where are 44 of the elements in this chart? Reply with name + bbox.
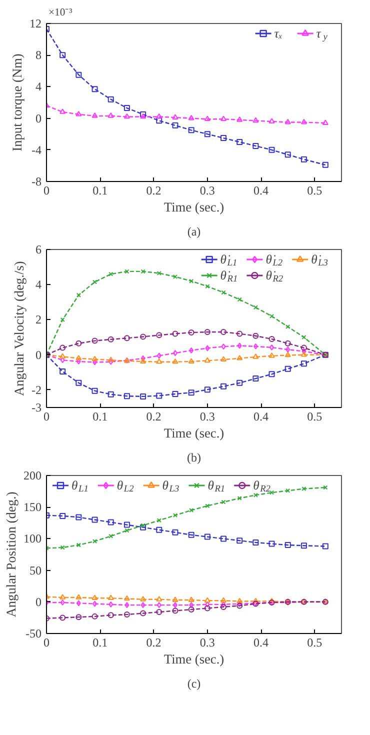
x-tick-label: 0.4 [254,184,269,198]
y-tick-label: 100 [24,532,42,546]
x-tick-label: 0.1 [92,184,108,198]
y-tick-label: -50 [26,626,42,640]
y-tick-label: 50 [30,563,42,578]
y-tick-label: -3 [32,400,42,414]
y-tick-label: 0 [36,348,42,362]
y-tick-label: 200 [24,468,42,482]
x-tick-label: 0.2 [146,184,162,198]
x-tick-label: 0.4 [254,636,269,650]
text: ×10⁻³ [48,8,72,18]
y-tick-label: 2 [36,312,42,327]
x-axis-title: Time (sec.) [164,200,224,214]
y-tick-label: 0 [36,111,42,126]
legend-label: τₓ [274,26,282,40]
y-tick-label: -8 [32,174,42,188]
y-tick-label: 0 [36,594,42,609]
y-axis-title: Angular Position (deg.) [4,492,18,618]
y-tick-label: 6 [36,242,42,256]
y-tick-label: 4 [36,80,42,94]
x-tick-label: 0.5 [307,184,322,198]
x-tick-label: 0.4 [254,410,269,424]
x-tick-label: 0.1 [92,410,108,424]
x-axis-title: Time (sec.) [164,426,224,440]
x-tick-label: 0.5 [307,636,322,650]
x-tick-label: 0.3 [200,184,215,198]
y-axis-title: Angular Velocity (deg./s) [12,261,27,396]
text: (b) [187,450,202,464]
x-tick-label: 0.1 [92,636,108,650]
x-tick-label: 0.5 [307,410,322,424]
x-axis-title: Time (sec.) [164,652,224,666]
x-tick-label: 0.3 [200,636,215,650]
x-tick-label: 0.3 [200,410,215,424]
text: (c) [187,676,201,690]
y-tick-label: 8 [36,48,42,62]
text: (a) [187,224,201,238]
y-tick-label: -2 [32,382,42,397]
y-tick-label: 12 [30,16,42,30]
y-tick-label: 4 [36,278,42,292]
y-tick-label: 150 [24,500,42,514]
y-axis-title: Input torque (Nm) [10,54,24,152]
x-tick-label: 0.2 [146,636,162,650]
y-tick-label: -4 [32,142,42,157]
x-tick-label: 0.2 [146,410,162,424]
